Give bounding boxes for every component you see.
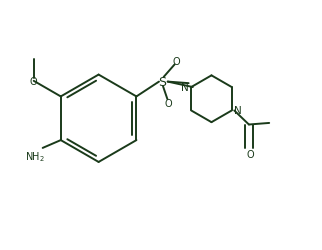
Text: NH$_2$: NH$_2$	[25, 149, 45, 163]
Text: O: O	[172, 57, 180, 67]
Text: N: N	[181, 83, 189, 93]
Text: O: O	[165, 98, 172, 108]
Text: O: O	[30, 76, 38, 86]
Text: S: S	[158, 76, 166, 89]
Text: O: O	[247, 149, 254, 159]
Text: N: N	[234, 106, 242, 116]
